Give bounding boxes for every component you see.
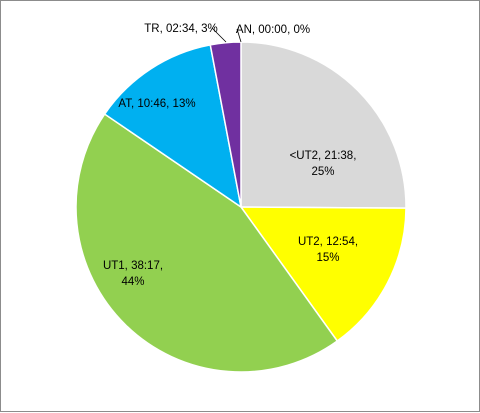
data-label-ut2: <UT2, 21:38, 25% — [290, 150, 357, 178]
pie-slice-ut1 — [75, 113, 339, 373]
data-label-ut2: UT2, 12:54, 15% — [298, 236, 358, 264]
leader-line-tr — [211, 27, 227, 43]
data-label-at: AT, 10:46, 13% — [118, 98, 195, 110]
data-label-tr: TR, 02:34, 3% — [144, 23, 218, 35]
pie-slice-ut2 — [239, 206, 407, 343]
pie-slice-at — [103, 44, 243, 209]
leader-line-an — [236, 28, 242, 43]
data-label-ut1: UT1, 38:17, 44% — [103, 260, 163, 288]
pie-slice-ut2 — [240, 41, 407, 209]
data-label-an: AN, 00:00, 0% — [236, 24, 310, 36]
